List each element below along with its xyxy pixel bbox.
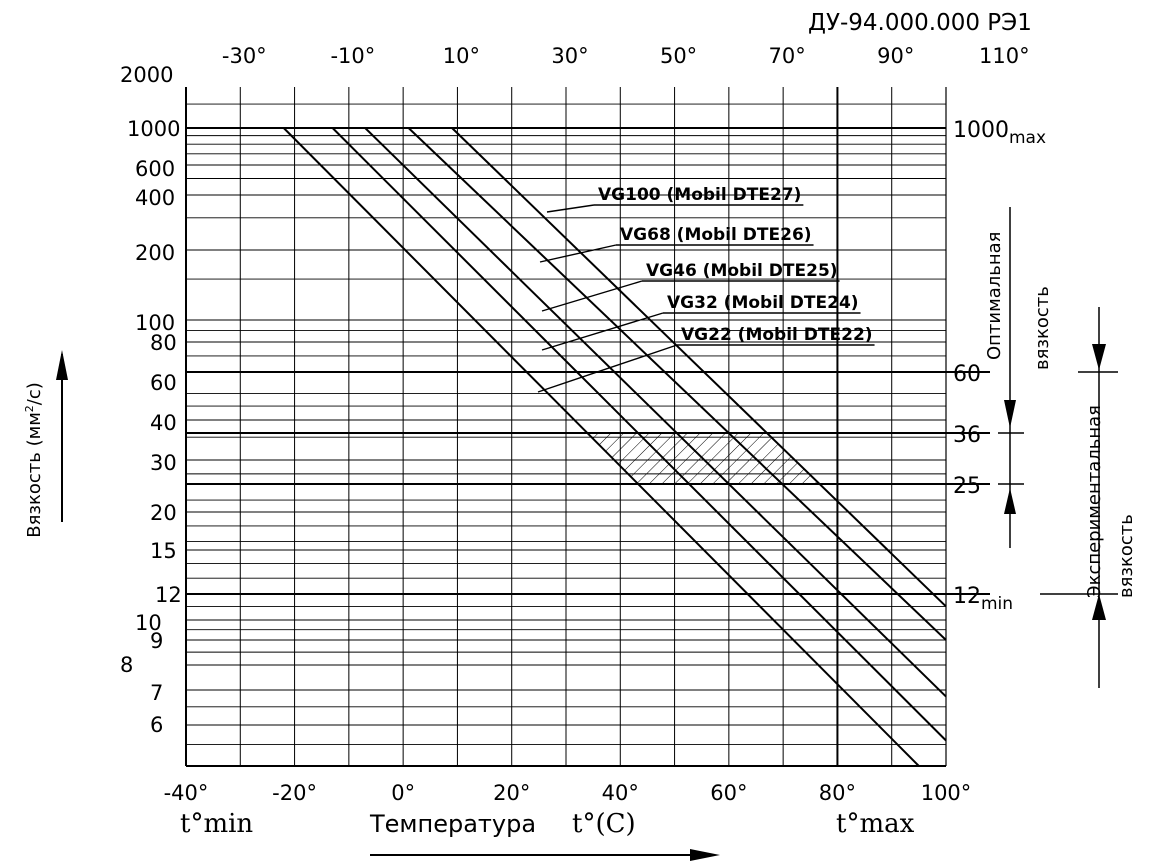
y-axis-label: Вязкость (мм2/с): [23, 382, 45, 538]
x-top-tick-label: 70°: [769, 44, 806, 68]
series-line-0: [451, 127, 947, 608]
series-line-1: [407, 127, 947, 641]
experimental-label-2: вязкость: [1116, 514, 1137, 598]
series-leader-3: [541, 312, 664, 351]
x-axis-label: Температура: [369, 810, 536, 838]
y-tick-label: 6: [150, 713, 163, 737]
x-bottom-tick-label: 80°: [819, 781, 856, 805]
y-tick-label: 30: [150, 451, 177, 475]
optimal-label-1: Оптимальная: [984, 232, 1005, 360]
series-leader-0: [546, 204, 595, 213]
x-bottom-tick-label: 0°: [391, 781, 415, 805]
experimental-label-1: Экспериментальная: [1084, 405, 1105, 598]
t-min-label: t°min: [180, 809, 253, 839]
series-label-2: VG46 (Mobil DTE25): [646, 261, 838, 281]
series-line-2: [364, 127, 947, 698]
y-tick-label: 9: [150, 629, 163, 653]
y-tick-label: 20: [150, 501, 177, 525]
experimental-arrow-down: [1092, 344, 1106, 370]
series-leader-4: [537, 344, 678, 393]
series-leader-2: [541, 280, 643, 312]
document-code: ДУ-94.000.000 РЭ1: [808, 10, 1032, 36]
optimal-arrow-up: [1004, 488, 1016, 514]
y-tick-label: 2000: [120, 63, 173, 87]
experimental-arrow-up: [1092, 594, 1106, 620]
x-top-tick-label: 30°: [551, 44, 588, 68]
y-tick-label: 1000: [127, 117, 180, 141]
x-top-tick-label: -30°: [222, 44, 267, 68]
y-tick-label: 400: [135, 186, 175, 210]
x-top-tick-label: -10°: [330, 44, 375, 68]
x-top-tick-label: 10°: [443, 44, 480, 68]
x-bottom-tick-label: 40°: [602, 781, 639, 805]
y-tick-label: 15: [150, 539, 177, 563]
x-axis-arrowhead: [690, 849, 720, 861]
t-max-label: t°max: [836, 809, 915, 839]
x-axis-unit: t°(C): [572, 809, 636, 839]
y-tick-label: 100: [135, 311, 175, 335]
plot-frame: [185, 87, 947, 767]
series-lines: [283, 127, 947, 767]
y-tick-label: 10: [135, 611, 162, 635]
series-label-0: VG100 (Mobil DTE27): [598, 185, 801, 205]
x-bottom-tick-label: 100°: [921, 781, 972, 805]
tick-labels: -40° -20° 0° 20° 40° 60° 80° 100° -30° -10° 10° 30°…: [120, 44, 1030, 805]
series-labels: VG100 (Mobil DTE27) VG68 (Mobil DTE26) VG4…: [537, 185, 875, 393]
series-leader-1: [539, 244, 617, 263]
series-line-3: [331, 127, 947, 742]
y-tick-label: 8: [120, 653, 133, 677]
y-tick-label: 60: [150, 371, 177, 395]
x-top-tick-label: 50°: [660, 44, 697, 68]
y-tick-label: 7: [150, 681, 163, 705]
x-top-tick-label: 110°: [979, 44, 1030, 68]
reference-label-1000: 1000max: [953, 118, 1046, 148]
series-label-4: VG22 (Mobil DTE22): [681, 325, 873, 345]
y-tick-label: 600: [135, 157, 175, 181]
reference-label-60: 60: [953, 362, 981, 387]
viscosity-ranges: Оптимальная вязкость Экспериментальная в…: [984, 207, 1137, 688]
y-axis-arrowhead: [56, 350, 68, 380]
optimal-arrow-down: [1004, 400, 1016, 428]
reference-label-36: 36: [953, 423, 981, 448]
grid: [185, 87, 947, 766]
series-line-4: [283, 127, 920, 767]
series-label-3: VG32 (Mobil DTE24): [667, 293, 859, 313]
x-bottom-tick-label: 60°: [710, 781, 747, 805]
reference-label-12: 12min: [953, 584, 1013, 614]
x-bottom-tick-label: -20°: [272, 781, 317, 805]
series-label-1: VG68 (Mobil DTE26): [620, 225, 812, 245]
reference-label-25: 25: [953, 474, 981, 499]
y-tick-label: 200: [135, 241, 175, 265]
x-bottom-tick-label: 20°: [493, 781, 530, 805]
optimal-label-2: вязкость: [1032, 286, 1053, 370]
x-top-tick-label: 90°: [877, 44, 914, 68]
y-tick-label: 40: [150, 411, 177, 435]
y-tick-label: 80: [150, 331, 177, 355]
y-tick-label: 12: [155, 583, 182, 607]
x-bottom-tick-label: -40°: [164, 781, 209, 805]
